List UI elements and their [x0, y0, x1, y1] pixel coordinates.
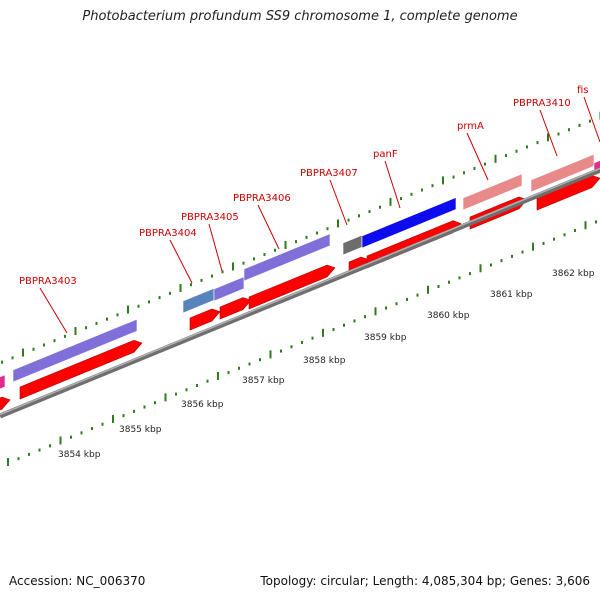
axis-tick-label: 3854 kbp	[58, 450, 101, 460]
gene-label: PBPRA3403	[19, 276, 77, 287]
gene-label: PBPRA3410	[513, 98, 571, 109]
cds-arrow	[219, 297, 252, 320]
gene-label-leader	[384, 160, 401, 209]
gene-box	[182, 287, 215, 314]
gene-box	[462, 173, 523, 211]
gene-features[interactable]	[0, 153, 600, 391]
gene-labels: PBPRA3403 PBPRA3404 PBPRA3405 PBPRA3406 PBPR…	[19, 85, 600, 334]
axis-tick-label: 3855 kbp	[119, 425, 162, 435]
gene-label: prmA	[457, 121, 484, 132]
axis-tick-label: 3857 kbp	[242, 376, 285, 386]
axis-tick-label: 3858 kbp	[303, 356, 346, 366]
gene-label-leader	[539, 109, 558, 157]
gene-label: PBPRA3407	[300, 168, 358, 179]
cds-arrow	[19, 339, 143, 400]
gene-label-leader	[208, 223, 223, 272]
cds-arrow	[189, 308, 221, 331]
axis-tick-label: 3862 kbp	[552, 269, 595, 279]
cds-arrow	[248, 264, 336, 310]
gene-box	[243, 233, 331, 282]
genome-backbone	[0, 167, 600, 419]
gene-box	[12, 318, 138, 383]
axis-tick-label: 3856 kbp	[181, 400, 224, 410]
axis-tick-label: 3861 kbp	[490, 290, 533, 300]
gene-label: PBPRA3405	[181, 212, 239, 223]
map-title: Photobacterium profundum SS9 chromosome …	[82, 9, 518, 24]
gene-label: fis	[577, 85, 589, 96]
topology-text: Topology: circular; Length: 4,085,304 bp…	[260, 574, 590, 588]
lower-tick-row	[7, 220, 597, 466]
gene-label: panF	[373, 149, 398, 160]
axis-tick-label: 3860 kbp	[427, 311, 470, 321]
upper-tick-row	[1, 111, 600, 364]
gene-label-leader	[583, 96, 600, 143]
axis-tick-label: 3859 kbp	[364, 333, 407, 343]
axis-tick-labels: 3854 kbp 3855 kbp 3856 kbp 3857 kbp 3858 kbp…	[58, 269, 595, 460]
accession-text: Accession: NC_006370	[9, 574, 146, 588]
gene-label-leader	[466, 132, 489, 181]
gene-label: PBPRA3406	[233, 193, 291, 204]
gene-box	[0, 374, 6, 390]
gene-label-leader	[329, 179, 348, 226]
gene-label-leader	[257, 204, 280, 250]
gene-box	[361, 197, 457, 249]
gene-label-leader	[39, 287, 68, 334]
gene-label-leader	[169, 239, 193, 284]
gene-label: PBPRA3404	[139, 228, 197, 239]
cds-arrow	[0, 396, 11, 411]
gene-box	[342, 234, 363, 256]
gene-box	[213, 276, 245, 302]
